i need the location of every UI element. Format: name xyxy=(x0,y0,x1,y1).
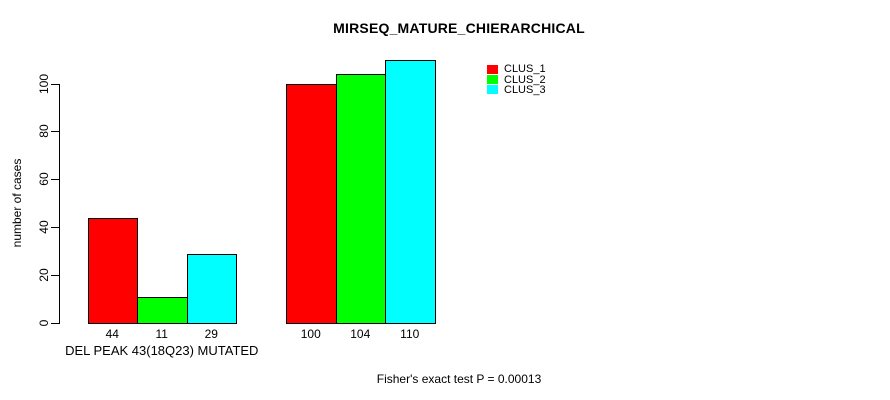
y-axis-tick xyxy=(51,179,59,181)
footnote-text: Fisher's exact test P = 0.00013 xyxy=(376,372,542,386)
legend-label: CLUS_1 xyxy=(504,63,546,76)
bar-clus_3 xyxy=(186,253,237,324)
bar-value-label: 104 xyxy=(350,327,371,341)
chart-legend: CLUS_1 CLUS_2 CLUS_3 xyxy=(487,64,546,95)
y-tick-label: 100 xyxy=(37,73,51,94)
bar-value-label: 44 xyxy=(105,327,119,341)
y-axis-line xyxy=(59,83,60,324)
y-axis-tick xyxy=(51,275,59,277)
y-axis-tick xyxy=(51,227,59,229)
bar-value-label: 29 xyxy=(204,327,218,341)
chart-title: MIRSEQ_MATURE_CHIERARCHICAL xyxy=(333,20,585,36)
y-axis-tick xyxy=(51,323,59,324)
bar-value-label: 110 xyxy=(400,327,420,341)
group-axis-label: DEL PEAK 43(18Q23) MUTATED xyxy=(65,343,259,358)
legend-swatch-clus_3 xyxy=(487,85,498,95)
bar-clus_1 xyxy=(286,83,337,324)
legend-item: CLUS_1 xyxy=(487,63,546,76)
bar-clus_1 xyxy=(87,217,138,324)
legend-item: CLUS_2 xyxy=(487,73,546,86)
y-axis-tick xyxy=(51,83,59,85)
bar-value-label: 11 xyxy=(155,327,168,341)
legend-swatch-clus_1 xyxy=(487,64,498,74)
bar-clus_2 xyxy=(335,74,386,324)
legend-item: CLUS_3 xyxy=(487,83,546,96)
legend-label: CLUS_2 xyxy=(504,73,546,86)
legend-label: CLUS_3 xyxy=(504,83,546,96)
legend-swatch-clus_2 xyxy=(487,75,498,85)
bar-value-label: 100 xyxy=(300,327,321,341)
bar-clus_3 xyxy=(385,59,436,324)
y-axis-tick xyxy=(51,131,59,133)
bar-clus_2 xyxy=(137,296,188,324)
